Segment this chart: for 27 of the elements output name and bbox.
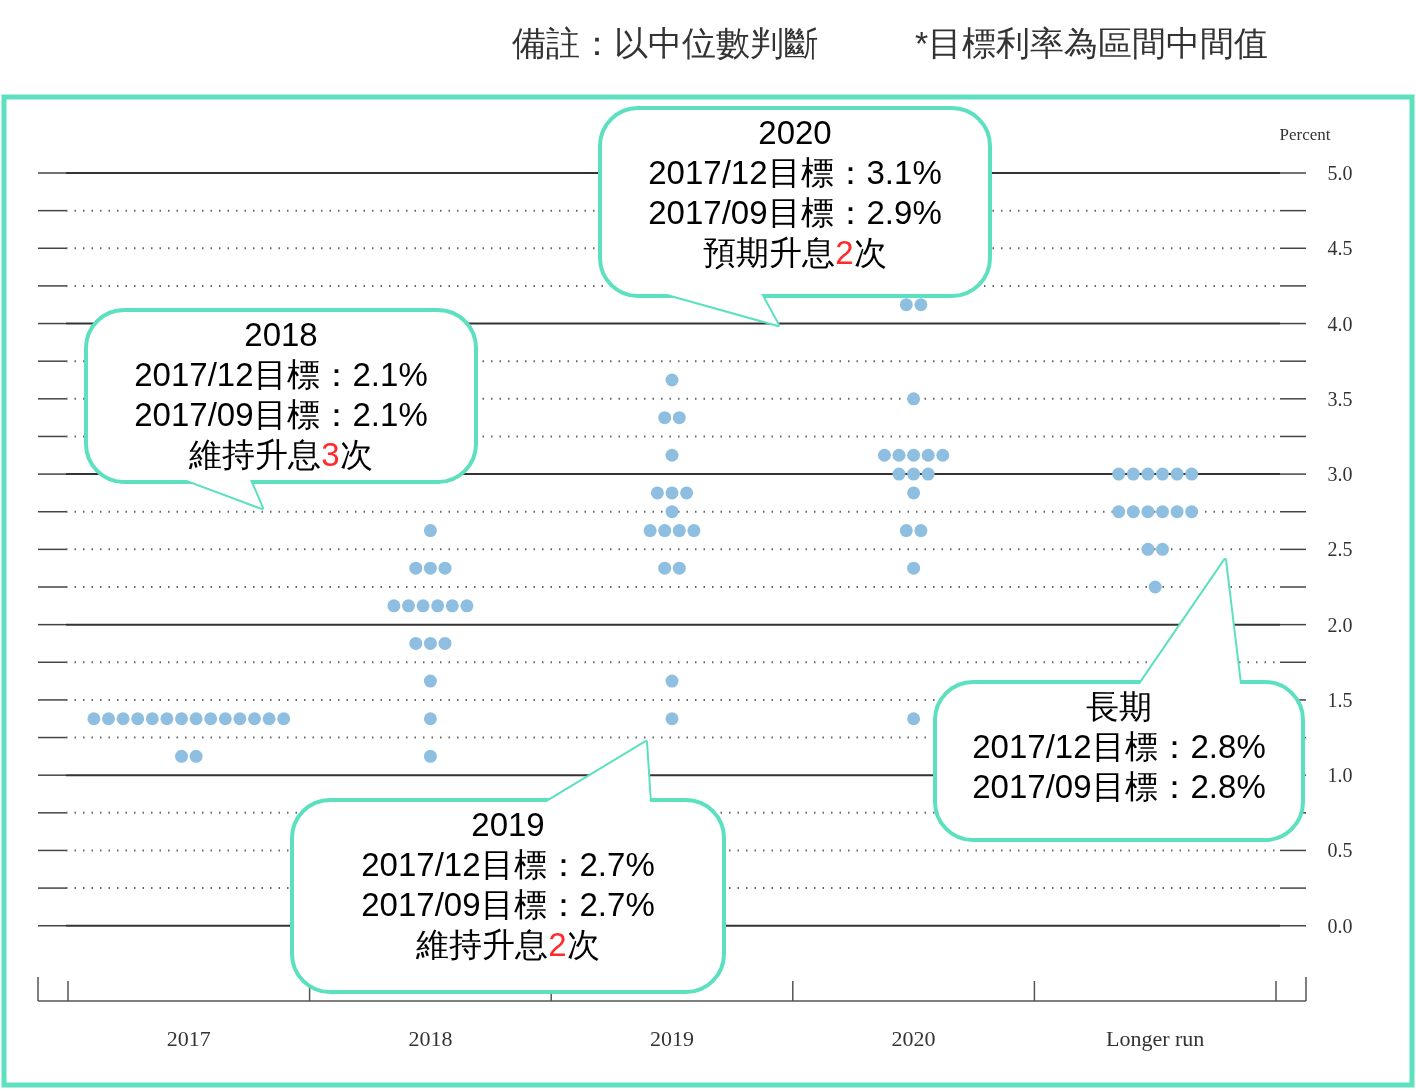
x-tick-label: Longer run	[1106, 1026, 1205, 1051]
annotation: 2018 2017/12目標：2.1% 2017/09目標：2.1% 維持升息3次	[84, 308, 478, 510]
chart-title: 備註：以中位數判斷	[512, 24, 818, 62]
x-tick-label: 2018	[408, 1026, 453, 1051]
x-tick-label: 2019	[650, 1026, 694, 1051]
annotation: 2019 2017/12目標：2.7% 2017/09目標：2.7% 維持升息2次	[361, 806, 655, 963]
x-tick-label: 2020	[891, 1026, 936, 1051]
y-tick-label: 0.0	[1327, 914, 1353, 937]
annotation: 2019 2017/12目標：2.7% 2017/09目標：2.7% 維持升息2次	[290, 740, 726, 994]
y-tick-label: 5.0	[1327, 162, 1353, 184]
y-tick-label: 1.5	[1327, 688, 1353, 711]
annotation: 長期 2017/12目標：2.8% 2017/09目標：2.8%	[972, 688, 1266, 805]
annotation: 2020 2017/12目標：3.1% 2017/09目標：2.9% 預期升息2次	[648, 114, 942, 271]
y-tick-label: 3.5	[1327, 387, 1353, 410]
annotation: 2020 2017/12目標：3.1% 2017/09目標：2.9% 預期升息2次	[598, 106, 992, 327]
annotation: 長期 2017/12目標：2.8% 2017/09目標：2.8%	[933, 558, 1305, 842]
chart-subtitle: *目標利率為區間中間值	[915, 24, 1269, 62]
y-tick-label: 3.0	[1327, 463, 1353, 486]
x-tick-label: 2017	[166, 1026, 211, 1051]
y-tick-label: 2.0	[1327, 613, 1353, 636]
y-tick-label: 1.0	[1327, 764, 1353, 787]
y-tick-label: 0.5	[1327, 839, 1353, 862]
y-axis-title: Percent	[1279, 125, 1331, 144]
annotation: 2018 2017/12目標：2.1% 2017/09目標：2.1% 維持升息3次	[134, 316, 428, 473]
y-tick-label: 2.5	[1327, 538, 1353, 561]
y-tick-label: 4.0	[1327, 312, 1353, 335]
y-tick-label: 4.5	[1327, 237, 1353, 260]
